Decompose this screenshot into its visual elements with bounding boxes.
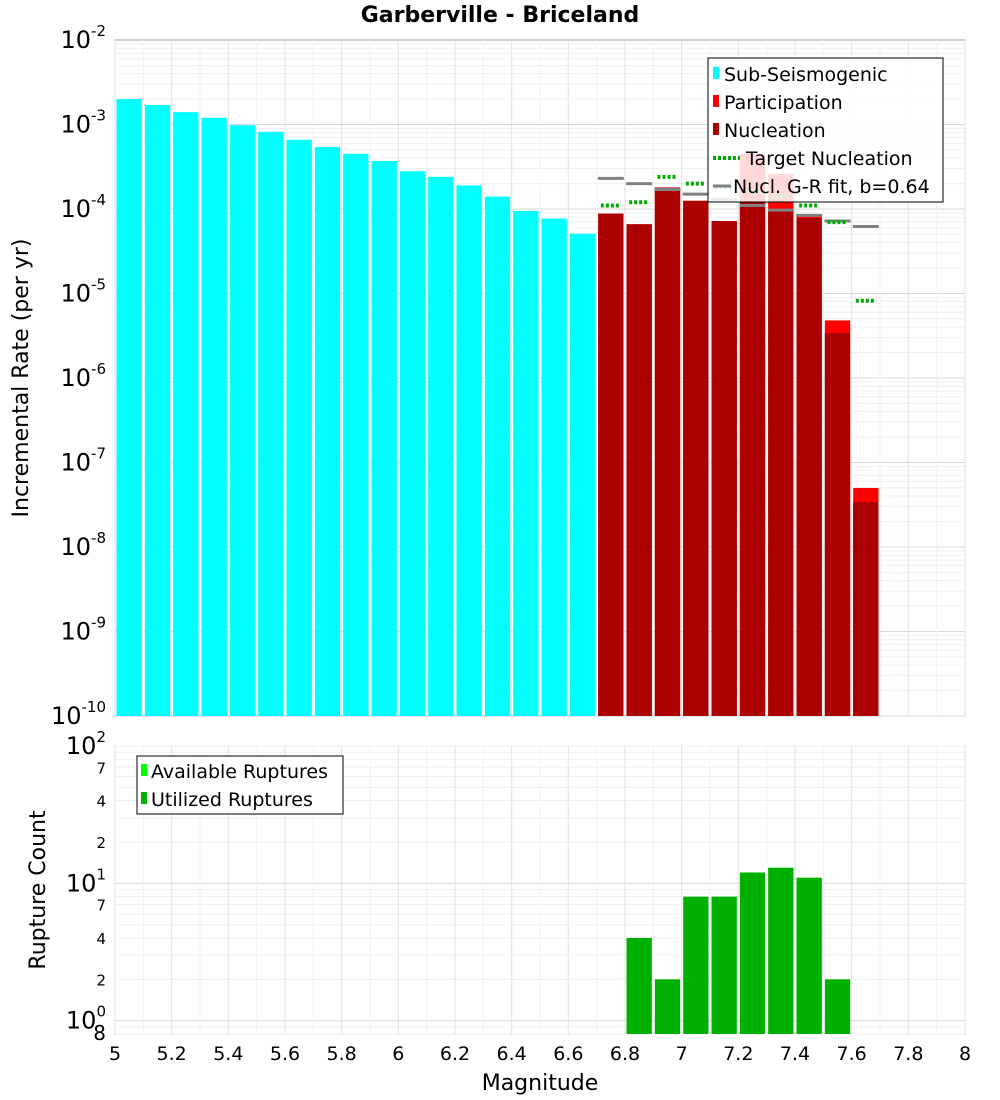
legend-label: Available Ruptures (151, 761, 328, 783)
bar-sub-seismogenic (399, 171, 426, 716)
y-tick-label: 102 (66, 728, 106, 760)
x-tick-label: 8 (959, 1043, 971, 1065)
bar-nucleation (739, 202, 766, 716)
y-tick-label: 4 (96, 793, 106, 811)
top-legend: Sub-Seismogenic Participation Nucleation Ta… (707, 57, 944, 203)
x-tick-label: 6.2 (440, 1043, 470, 1065)
bar-utilized-ruptures (768, 867, 794, 1034)
x-axis-label: Magnitude (482, 1071, 599, 1096)
bar-sub-seismogenic (314, 147, 341, 716)
bar-nucleation (654, 187, 681, 717)
x-tick-label: 7.6 (837, 1043, 867, 1065)
y-tick-label: 100 (66, 1003, 106, 1035)
bottom-bars (626, 867, 851, 1034)
bar-utilized-ruptures (654, 979, 681, 1034)
bar-sub-seismogenic (456, 185, 482, 717)
bar-sub-seismogenic (229, 125, 256, 716)
bar-sub-seismogenic (371, 160, 397, 717)
y-tick-label: 2 (96, 971, 106, 989)
top-bars (116, 99, 879, 717)
bar-nucleation (824, 333, 851, 716)
bar-nucleation (796, 218, 822, 716)
bar-sub-seismogenic (541, 218, 567, 716)
x-tick-label: 6 (392, 1043, 404, 1065)
x-tick-label: 5 (109, 1043, 121, 1065)
bar-sub-seismogenic (258, 131, 284, 717)
y-tick-label: 101 (66, 865, 106, 897)
x-tick-label: 7.8 (893, 1043, 923, 1065)
y-tick-label: 10-5 (60, 276, 106, 308)
bar-utilized-ruptures (626, 938, 652, 1034)
bar-sub-seismogenic (428, 176, 454, 717)
y-tick-label: 7 (96, 897, 106, 915)
bar-nucleation (598, 213, 624, 716)
bar-utilized-ruptures (683, 896, 709, 1034)
bar-sub-seismogenic (116, 99, 142, 716)
y-tick-label: 10-9 (60, 614, 106, 646)
legend-label: Utilized Ruptures (151, 789, 313, 811)
bar-nucleation (768, 209, 794, 716)
y-tick-label: 10-10 (51, 698, 106, 730)
bar-sub-seismogenic (286, 139, 312, 716)
y-tick-label: 10-3 (60, 107, 106, 139)
bar-utilized-ruptures (711, 896, 737, 1034)
x-tick-label: 7 (676, 1043, 688, 1065)
legend-label: Nucl. G-R fit, b=0.64 (733, 176, 930, 198)
x-tick-label: 6.8 (610, 1043, 640, 1065)
bottom-y-axis-label: Rupture Count (26, 810, 51, 970)
legend-swatch (713, 67, 719, 79)
top-y-tick-labels: 10-2 10-3 10-4 10-5 10-6 10-7 10-8 10-9 10-10 (51, 22, 106, 730)
bar-sub-seismogenic (201, 117, 227, 716)
y-tick-label: 10-4 (60, 191, 106, 223)
legend-swatch (713, 95, 719, 107)
x-tick-label: 7.4 (780, 1043, 810, 1065)
bar-sub-seismogenic (144, 105, 171, 716)
x-tick-label: 7.2 (723, 1043, 753, 1065)
bar-sub-seismogenic (173, 112, 199, 717)
legend-swatch (713, 123, 719, 135)
y-tick-label: 4 (96, 930, 106, 948)
legend-label: Sub-Seismogenic (724, 64, 888, 86)
bottom-gridlines (114, 745, 966, 1035)
bar-sub-seismogenic (569, 233, 596, 716)
bar-nucleation (711, 221, 737, 716)
legend-box (707, 57, 944, 203)
y-tick-label: 2 (96, 834, 106, 852)
legend-swatch (141, 764, 147, 776)
y-tick-label: 10-6 (60, 360, 106, 392)
x-tick-label: 5.6 (270, 1043, 300, 1065)
legend-label: Nucleation (724, 120, 826, 142)
top-y-axis-label: Incremental Rate (per yr) (9, 239, 34, 518)
x-tick-label: 6.6 (553, 1043, 583, 1065)
bar-sub-seismogenic (513, 210, 539, 716)
bottom-legend: Available Ruptures Utilized Ruptures (136, 755, 344, 815)
bar-nucleation (626, 224, 652, 716)
y-tick-label: 8 (93, 1021, 106, 1045)
bar-sub-seismogenic (343, 153, 369, 717)
bar-utilized-ruptures (739, 872, 766, 1034)
legend-box (136, 755, 344, 815)
bar-utilized-ruptures (796, 877, 822, 1034)
x-tick-label: 5.8 (327, 1043, 357, 1065)
y-tick-label: 10-7 (60, 445, 106, 477)
x-tick-label: 5.2 (157, 1043, 187, 1065)
chart-title: Garberville - Briceland (361, 3, 640, 28)
bar-nucleation (683, 200, 709, 717)
y-tick-label: 7 (96, 759, 106, 777)
y-tick-label: 10-2 (60, 22, 106, 54)
bar-sub-seismogenic (484, 196, 511, 717)
x-tick-labels: 5 5.2 5.4 5.6 5.8 6 6.2 6.4 6.6 6.8 7 7.2 7.4 7.6 7.8 8 (109, 1043, 971, 1065)
bar-nucleation (853, 502, 879, 716)
legend-label: Target Nucleation (745, 148, 913, 170)
x-tick-label: 5.4 (213, 1043, 243, 1065)
legend-swatch (141, 792, 147, 804)
y-tick-label: 10-8 (60, 529, 106, 561)
bar-utilized-ruptures (824, 979, 851, 1034)
x-tick-label: 6.4 (497, 1043, 527, 1065)
legend-label: Participation (724, 92, 843, 114)
